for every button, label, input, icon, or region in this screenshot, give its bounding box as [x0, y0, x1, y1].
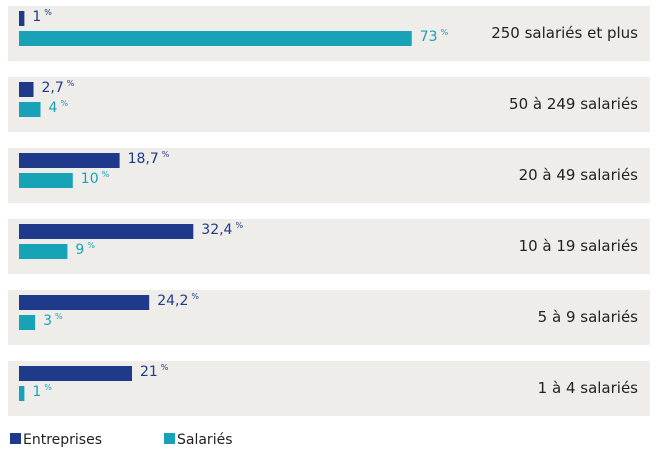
bar [19, 315, 36, 330]
value-label-unit: % [161, 363, 169, 372]
value-label: 73% [420, 28, 449, 46]
value-label-unit: % [102, 170, 110, 179]
value-label: 24,2% [157, 292, 199, 310]
bar [19, 386, 25, 401]
category-label: 10 à 19 salariés [519, 237, 639, 255]
bar [19, 102, 41, 117]
bar [19, 153, 120, 168]
value-label-unit: % [55, 312, 63, 321]
value-label-unit: % [441, 28, 449, 37]
value-label: 1% [32, 8, 52, 26]
bar [19, 31, 412, 46]
legend-label: Salariés [177, 432, 233, 448]
legend-swatch [164, 433, 175, 444]
value-label: 4% [49, 99, 69, 117]
bar [19, 366, 132, 381]
bar [19, 244, 68, 259]
value-label-unit: % [191, 292, 199, 301]
value-label-number: 24,2 [157, 293, 188, 309]
value-label-number: 21 [140, 364, 158, 380]
value-label: 32,4% [201, 221, 243, 239]
value-label-unit: % [44, 383, 52, 392]
value-label-number: 10 [81, 171, 99, 187]
value-label: 1% [32, 383, 52, 401]
value-label-unit: % [67, 79, 75, 88]
bar [19, 173, 73, 188]
value-label-number: 73 [420, 29, 438, 45]
category-label: 1 à 4 salariés [538, 379, 639, 397]
value-label: 2,7% [42, 79, 75, 97]
legend-label: Entreprises [23, 432, 102, 448]
value-label-number: 1 [32, 9, 41, 25]
row-panel [8, 77, 650, 132]
value-label: 3% [43, 312, 63, 330]
value-label-unit: % [235, 221, 243, 230]
category-label: 50 à 249 salariés [509, 95, 638, 113]
bar [19, 224, 194, 239]
bar [19, 82, 34, 97]
value-label-number: 1 [32, 384, 41, 400]
value-label-unit: % [87, 241, 95, 250]
value-label-unit: % [162, 150, 170, 159]
legend-swatch [10, 433, 21, 444]
category-label: 250 salariés et plus [491, 24, 638, 42]
value-label: 10% [81, 170, 110, 188]
value-label-number: 4 [49, 100, 58, 116]
value-label-unit: % [44, 8, 52, 17]
value-label-unit: % [60, 99, 68, 108]
bar [19, 11, 25, 26]
value-label: 9% [75, 241, 95, 259]
value-label-number: 9 [75, 242, 84, 258]
category-label: 20 à 49 salariés [519, 166, 639, 184]
value-label: 21% [140, 363, 169, 381]
value-label-number: 2,7 [42, 80, 64, 96]
value-label-number: 32,4 [201, 222, 232, 238]
value-label: 18,7% [128, 150, 170, 168]
category-label: 5 à 9 salariés [538, 308, 639, 326]
value-label-number: 18,7 [128, 151, 159, 167]
value-label-number: 3 [43, 313, 52, 329]
bar [19, 295, 150, 310]
